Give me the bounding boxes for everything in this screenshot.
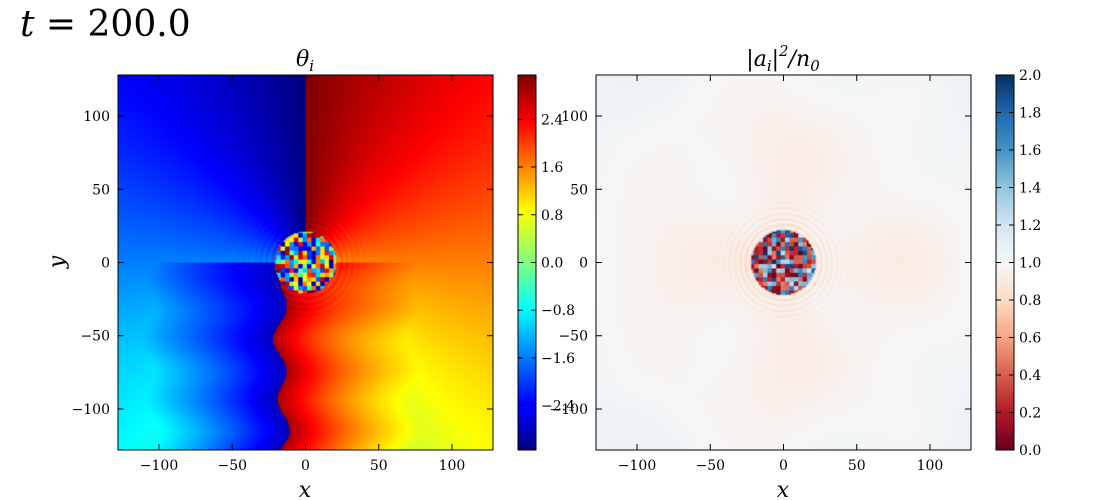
phase-panel: θi −100 −50 0 50 100 −100 −50 0 50 100 x y <box>45 47 494 500</box>
x-tick-label: 0 <box>779 458 788 474</box>
title-equals: = <box>34 4 88 45</box>
x-tick-label: −50 <box>217 458 247 474</box>
phase-x-axis-label: x <box>299 478 312 500</box>
phase-x-ticks: −100 −50 0 50 100 <box>140 75 466 474</box>
colorbar-tick-label: 0.2 <box>1019 406 1041 422</box>
density-x-axis-label: x <box>777 478 790 500</box>
y-tick-label: −50 <box>558 329 588 345</box>
colorbar-tick-label: 0.0 <box>541 256 563 272</box>
y-tick-label: 100 <box>83 109 110 125</box>
phase-y-axis-label: y <box>45 255 70 269</box>
x-tick-label: 0 <box>301 458 310 474</box>
y-tick-label: 0 <box>101 256 110 272</box>
x-tick-label: 100 <box>917 458 944 474</box>
y-tick-label: 50 <box>92 182 110 198</box>
colorbar-tick-label: 2.4 <box>541 112 563 128</box>
colorbar-tick-label: −0.8 <box>541 303 575 319</box>
colorbar-tick-label: 1.0 <box>1019 256 1041 272</box>
title-value: 200.0 <box>87 4 191 45</box>
phase-y-ticks: −100 −50 0 50 100 <box>72 109 493 418</box>
colorbar-tick-label: 0.0 <box>1019 443 1041 459</box>
x-tick-label: −50 <box>695 458 725 474</box>
y-tick-label: −100 <box>550 402 588 418</box>
x-tick-label: 50 <box>370 458 388 474</box>
colorbar-tick-label: 0.8 <box>1019 293 1041 309</box>
colorbar-tick-label: 1.2 <box>1019 218 1041 234</box>
colorbar-tick-label: −2.4 <box>541 399 575 415</box>
y-tick-label: −100 <box>72 402 110 418</box>
phase-colorbar-gradient <box>518 75 536 450</box>
x-tick-label: −100 <box>618 458 656 474</box>
phase-colorbar-ticks: −2.4 −1.6 −0.8 0.0 0.8 1.6 2.4 <box>518 112 575 415</box>
phase-colorbar: −2.4 −1.6 −0.8 0.0 0.8 1.6 2.4 <box>517 74 575 451</box>
colorbar-tick-label: 1.6 <box>1019 143 1041 159</box>
density-panel: |ai|2/n0 −100 −50 0 50 100 −100 −50 0 50 100 x <box>550 42 972 500</box>
y-tick-label: 0 <box>579 256 588 272</box>
x-tick-label: 50 <box>848 458 866 474</box>
colorbar-tick-label: −1.6 <box>541 351 575 367</box>
y-tick-label: 100 <box>561 109 588 125</box>
figure-title: t = 200.0 <box>20 4 191 45</box>
density-y-ticks: −100 −50 0 50 100 <box>550 109 971 418</box>
density-colorbar-ticks: 0.0 0.2 0.4 0.6 0.8 1.0 1.2 1.4 1.6 1.8 2.0 <box>996 68 1041 459</box>
phase-heatmap <box>118 75 493 450</box>
colorbar-tick-label: 0.8 <box>541 208 563 224</box>
colorbar-tick-label: 1.8 <box>1019 106 1041 122</box>
colorbar-tick-label: 1.4 <box>1019 181 1041 197</box>
density-colorbar: 0.0 0.2 0.4 0.6 0.8 1.0 1.2 1.4 1.6 1.8 2.0 <box>995 68 1041 459</box>
y-tick-label: −50 <box>80 329 110 345</box>
colorbar-tick-label: 2.0 <box>1019 68 1041 84</box>
density-x-ticks: −100 −50 0 50 100 <box>618 75 944 474</box>
colorbar-tick-label: 1.6 <box>541 160 563 176</box>
x-tick-label: 100 <box>439 458 466 474</box>
density-heatmap <box>596 75 971 450</box>
density-title: |ai|2/n0 <box>746 42 820 75</box>
x-tick-label: −100 <box>140 458 178 474</box>
colorbar-tick-label: 0.6 <box>1019 331 1041 347</box>
phase-title: θi <box>296 47 314 75</box>
title-variable: t <box>20 4 35 45</box>
colorbar-tick-label: 0.4 <box>1019 368 1041 384</box>
y-tick-label: 50 <box>570 182 588 198</box>
density-colorbar-gradient <box>996 75 1014 450</box>
